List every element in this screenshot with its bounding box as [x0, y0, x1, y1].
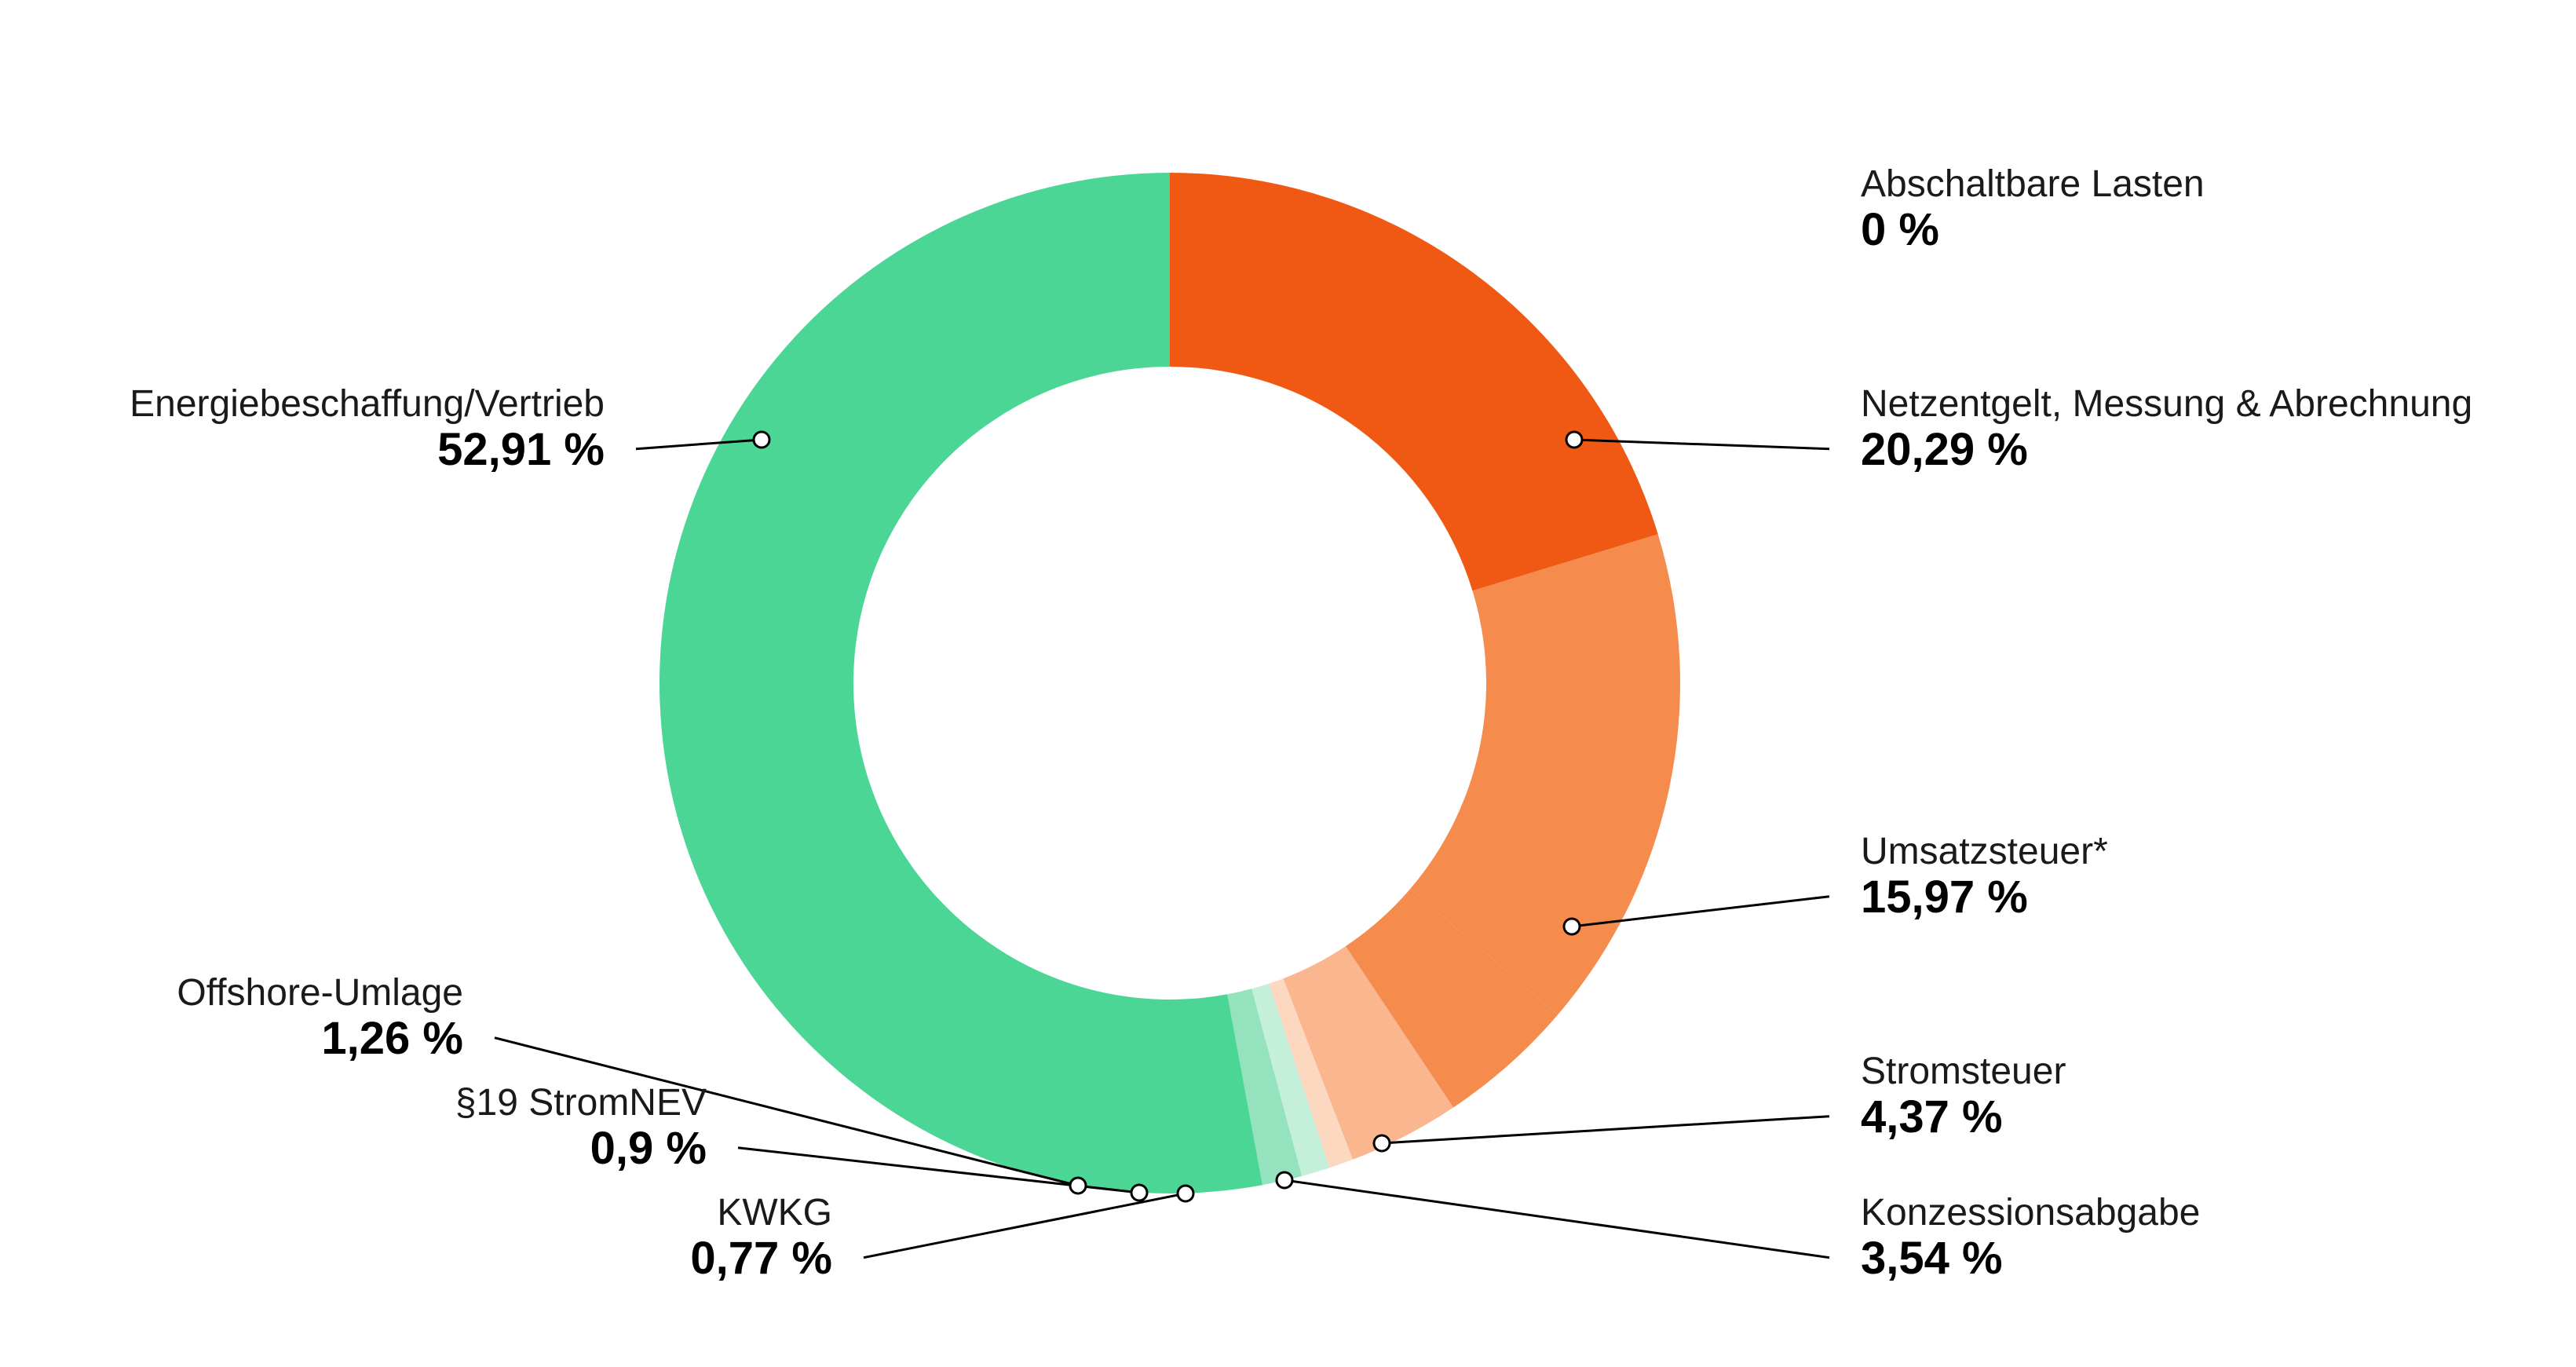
slice-label-value: 52,91 %: [437, 424, 605, 475]
slice-label-name: KWKG: [717, 1192, 832, 1234]
leader-marker: [1178, 1186, 1193, 1201]
donut-slice: [1170, 173, 1658, 590]
donut-svg: Abschaltbare Lasten0 % Netzentgelt, Messu…: [0, 0, 2576, 1367]
slice-label-name: Offshore-Umlage: [177, 972, 463, 1014]
slice-label-value: 15,97 %: [1861, 872, 2028, 923]
leader-line: [864, 1193, 1186, 1258]
leader-marker: [1564, 919, 1580, 934]
leader-marker: [754, 432, 769, 448]
slice-label-name: §19 StromNEV: [455, 1082, 707, 1124]
leader-marker: [1566, 432, 1582, 448]
leader-line: [1382, 1117, 1829, 1143]
slice-label-name: Netzentgelt, Messung & Abrechnung: [1861, 383, 2472, 425]
slice-label-name: Stromsteuer: [1861, 1051, 2066, 1092]
slice-label-name: Energiebeschaffung/Vertrieb: [130, 383, 605, 425]
slice-label-value: 0,9 %: [590, 1123, 707, 1174]
slice-label-value: 1,26 %: [321, 1013, 463, 1064]
slice-label-value: 0,77 %: [690, 1233, 832, 1284]
donut-chart: Abschaltbare Lasten0 % Netzentgelt, Messu…: [0, 0, 2576, 1367]
leader-marker: [1131, 1185, 1147, 1201]
leader-marker: [1277, 1172, 1292, 1188]
slice-label-value: 4,37 %: [1861, 1091, 2003, 1142]
slice-label-value: 20,29 %: [1861, 424, 2028, 475]
slice-label-name: Umsatzsteuer*: [1861, 831, 2108, 872]
slice-label-name: Konzessionsabgabe: [1861, 1192, 2200, 1234]
donut-slices: [660, 173, 1680, 1193]
leader-marker: [1374, 1135, 1390, 1151]
slice-label-value: 0 %: [1861, 204, 1939, 255]
slice-label-name: Abschaltbare Lasten: [1861, 163, 2205, 205]
leader-marker: [1070, 1178, 1086, 1193]
slice-label-value: 3,54 %: [1861, 1233, 2003, 1284]
leader-line: [1284, 1180, 1829, 1258]
